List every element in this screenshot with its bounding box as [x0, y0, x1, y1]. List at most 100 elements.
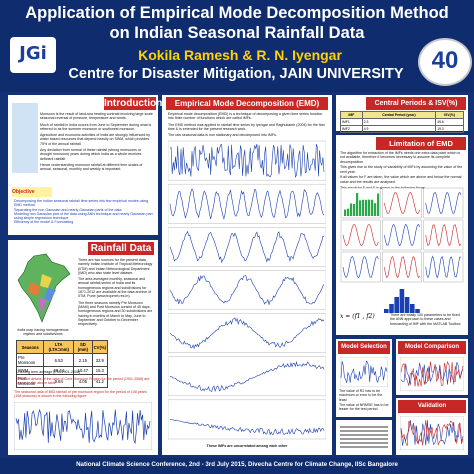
cp-header-row: IMF Central Period (year) ISV(%) — [340, 111, 464, 119]
cp-cell: IMF1 — [340, 118, 363, 126]
imf-series-line — [169, 360, 325, 392]
jgi-logo-text: JGi — [19, 43, 47, 64]
variability-chart-frame — [423, 251, 464, 283]
introduction-title: Introduction — [104, 97, 163, 110]
footer-text: National Climate Science Conference, 2nd… — [76, 461, 398, 468]
validation-plot — [400, 416, 464, 450]
stats-cell: 32.9 — [91, 353, 109, 367]
plot-frame — [340, 357, 388, 387]
table-caption: The brief details of the data of Core Mo… — [16, 377, 150, 386]
intro-bullet: Hence understanding monsoon rainfall at … — [40, 162, 143, 172]
rainfall-bullet: The three seasons namely Pre Monsoon (MA… — [78, 300, 153, 327]
map-caption: India map having homogeneous regions and… — [17, 328, 69, 337]
objective-item: Separating the non Gaussian and nearly G… — [14, 207, 122, 212]
authors: Kokila Ramesh & R. N. Iyengar — [138, 47, 342, 63]
stats-row: Post Monsoon 9.84 4.05 41.2 — [15, 374, 109, 388]
validation-panel: Validation — [396, 398, 468, 455]
rainfall-data-title: Rainfall Data — [88, 242, 154, 255]
imf-series-line — [169, 275, 325, 306]
plot-series-line — [400, 362, 464, 385]
rainfall-data-panel: Rainfall Data There are two sources for … — [8, 240, 158, 455]
model-selection-bullet: The value of NRMSE has to be lesser for … — [339, 402, 389, 412]
variability-bar — [377, 193, 380, 216]
intro-bullet: Any deviation from normal of these rainf… — [40, 148, 142, 161]
model-selection-table-panel — [336, 420, 392, 455]
introduction-panel: Introduction Monsoon is the result of la… — [8, 95, 163, 235]
variability-bar — [368, 199, 371, 216]
model-comparison-title: Model Comparison — [398, 341, 466, 354]
intro-bullet: Much of rainfall in India occurs from Ju… — [40, 122, 152, 131]
placeholder-lines — [340, 426, 388, 450]
poster-number: 40 — [431, 47, 459, 74]
stats-cell: Pre Monsoon — [15, 353, 45, 367]
stats-cell: Post Monsoon — [15, 374, 45, 388]
histogram-bar — [410, 304, 415, 313]
limitation-bullet: The algorithm for extraction of the IMFs… — [340, 151, 461, 164]
stats-row: Pre Monsoon 6.53 2.15 32.9 — [15, 353, 109, 367]
objective-list: Decomposing the Indian seasonal rainfall… — [14, 199, 154, 225]
variability-bar — [353, 203, 356, 216]
stats-cell: 2.15 — [73, 353, 93, 367]
cp-cell: 45.6 — [435, 118, 464, 126]
model-selection-plot — [340, 357, 388, 387]
cp-cell: IMF2 — [340, 125, 363, 133]
variability-line — [342, 255, 379, 279]
variability-bar — [362, 199, 365, 216]
imf-plot-frame — [168, 227, 326, 267]
imf-series-line — [169, 188, 325, 220]
model-formula: x = (f1 , f2) — [340, 313, 375, 320]
variability-line — [425, 191, 462, 215]
stats-cell: 6.53 — [43, 353, 75, 367]
histogram-bar — [394, 297, 399, 313]
emd-title: Empirical Mode Decomposition (EMD) — [166, 97, 328, 110]
variability-bar — [350, 203, 353, 216]
variability-line — [384, 191, 420, 215]
cp-row: IMF1 2.3 45.6 — [340, 118, 464, 126]
plot-series-line — [340, 360, 388, 383]
variability-bar — [371, 199, 374, 216]
limitation-text: The algorithm for extraction of the IMFs… — [340, 151, 464, 190]
limitation-bullet: This gives rise to the study of variabil… — [340, 165, 463, 174]
seasonal-caption: The seasonal data of IMD rainfall of pre… — [14, 390, 147, 399]
cp-header-cell: Central Period (year) — [361, 111, 437, 119]
emd-bullet: The EMD method was applied to rainfall t… — [168, 122, 325, 131]
variability-line — [425, 255, 462, 279]
stats-header-cell: Seasons — [15, 340, 45, 354]
variability-chart-frame — [382, 219, 422, 251]
variability-line — [384, 255, 420, 279]
poster-title-line2: on Indian Seasonal Rainfall Data — [109, 24, 365, 42]
variability-line — [342, 223, 379, 247]
rainfall-text: There are two sources for the present da… — [78, 258, 154, 326]
model-comparison-panel: Model Comparison — [396, 339, 468, 395]
imf-plot-frame — [168, 313, 326, 353]
stats-header-cell: CV(%) — [91, 340, 109, 354]
objective-title: Objective — [12, 187, 52, 197]
limitation-bullet: This result for F and F is shown in the … — [340, 185, 425, 190]
cp-cell: 2.3 — [361, 118, 437, 126]
plot-series-line — [400, 360, 464, 387]
emd-bullet: Empirical mode decomposition (EMD) is a … — [168, 112, 323, 121]
stats-cell: 9.84 — [43, 374, 75, 388]
poster-footer: National Climate Science Conference, 2nd… — [0, 458, 474, 474]
histogram-bar — [415, 309, 420, 313]
stats-header-cell: LTA (LTA=mm) — [43, 340, 75, 354]
variability-bar — [365, 199, 368, 216]
rainfall-bullet: There are two sources for the present da… — [78, 258, 153, 275]
cp-cell: 4.9 — [361, 125, 437, 133]
histogram-bar — [399, 289, 405, 313]
imf-plots — [168, 140, 326, 440]
variability-bar — [356, 193, 359, 216]
model-selection-text: The value of R2 has to be maximum or err… — [339, 389, 389, 411]
intro-bullet: Agriculture and economic activities of I… — [40, 133, 151, 146]
variability-chart-frame — [423, 187, 464, 219]
rainfall-bullet: The area averaged monthly, seasonal and … — [78, 277, 152, 299]
stats-table: Seasons LTA (LTA=mm) SD (mm) CV(%) Pre M… — [15, 340, 109, 388]
imf-plot-frame — [168, 140, 326, 181]
intro-side-image — [12, 103, 38, 173]
imf-plot-frame — [168, 399, 326, 440]
stats-header-row: Seasons LTA (LTA=mm) SD (mm) CV(%) — [15, 340, 109, 354]
limitation-panel: Limitation of EMD The algorithm for extr… — [336, 135, 468, 335]
stats-header-cell: SD (mm) — [73, 340, 93, 354]
variability-bar — [347, 208, 350, 216]
emd-panel: Empirical Mode Decomposition (EMD) Empir… — [162, 95, 332, 455]
